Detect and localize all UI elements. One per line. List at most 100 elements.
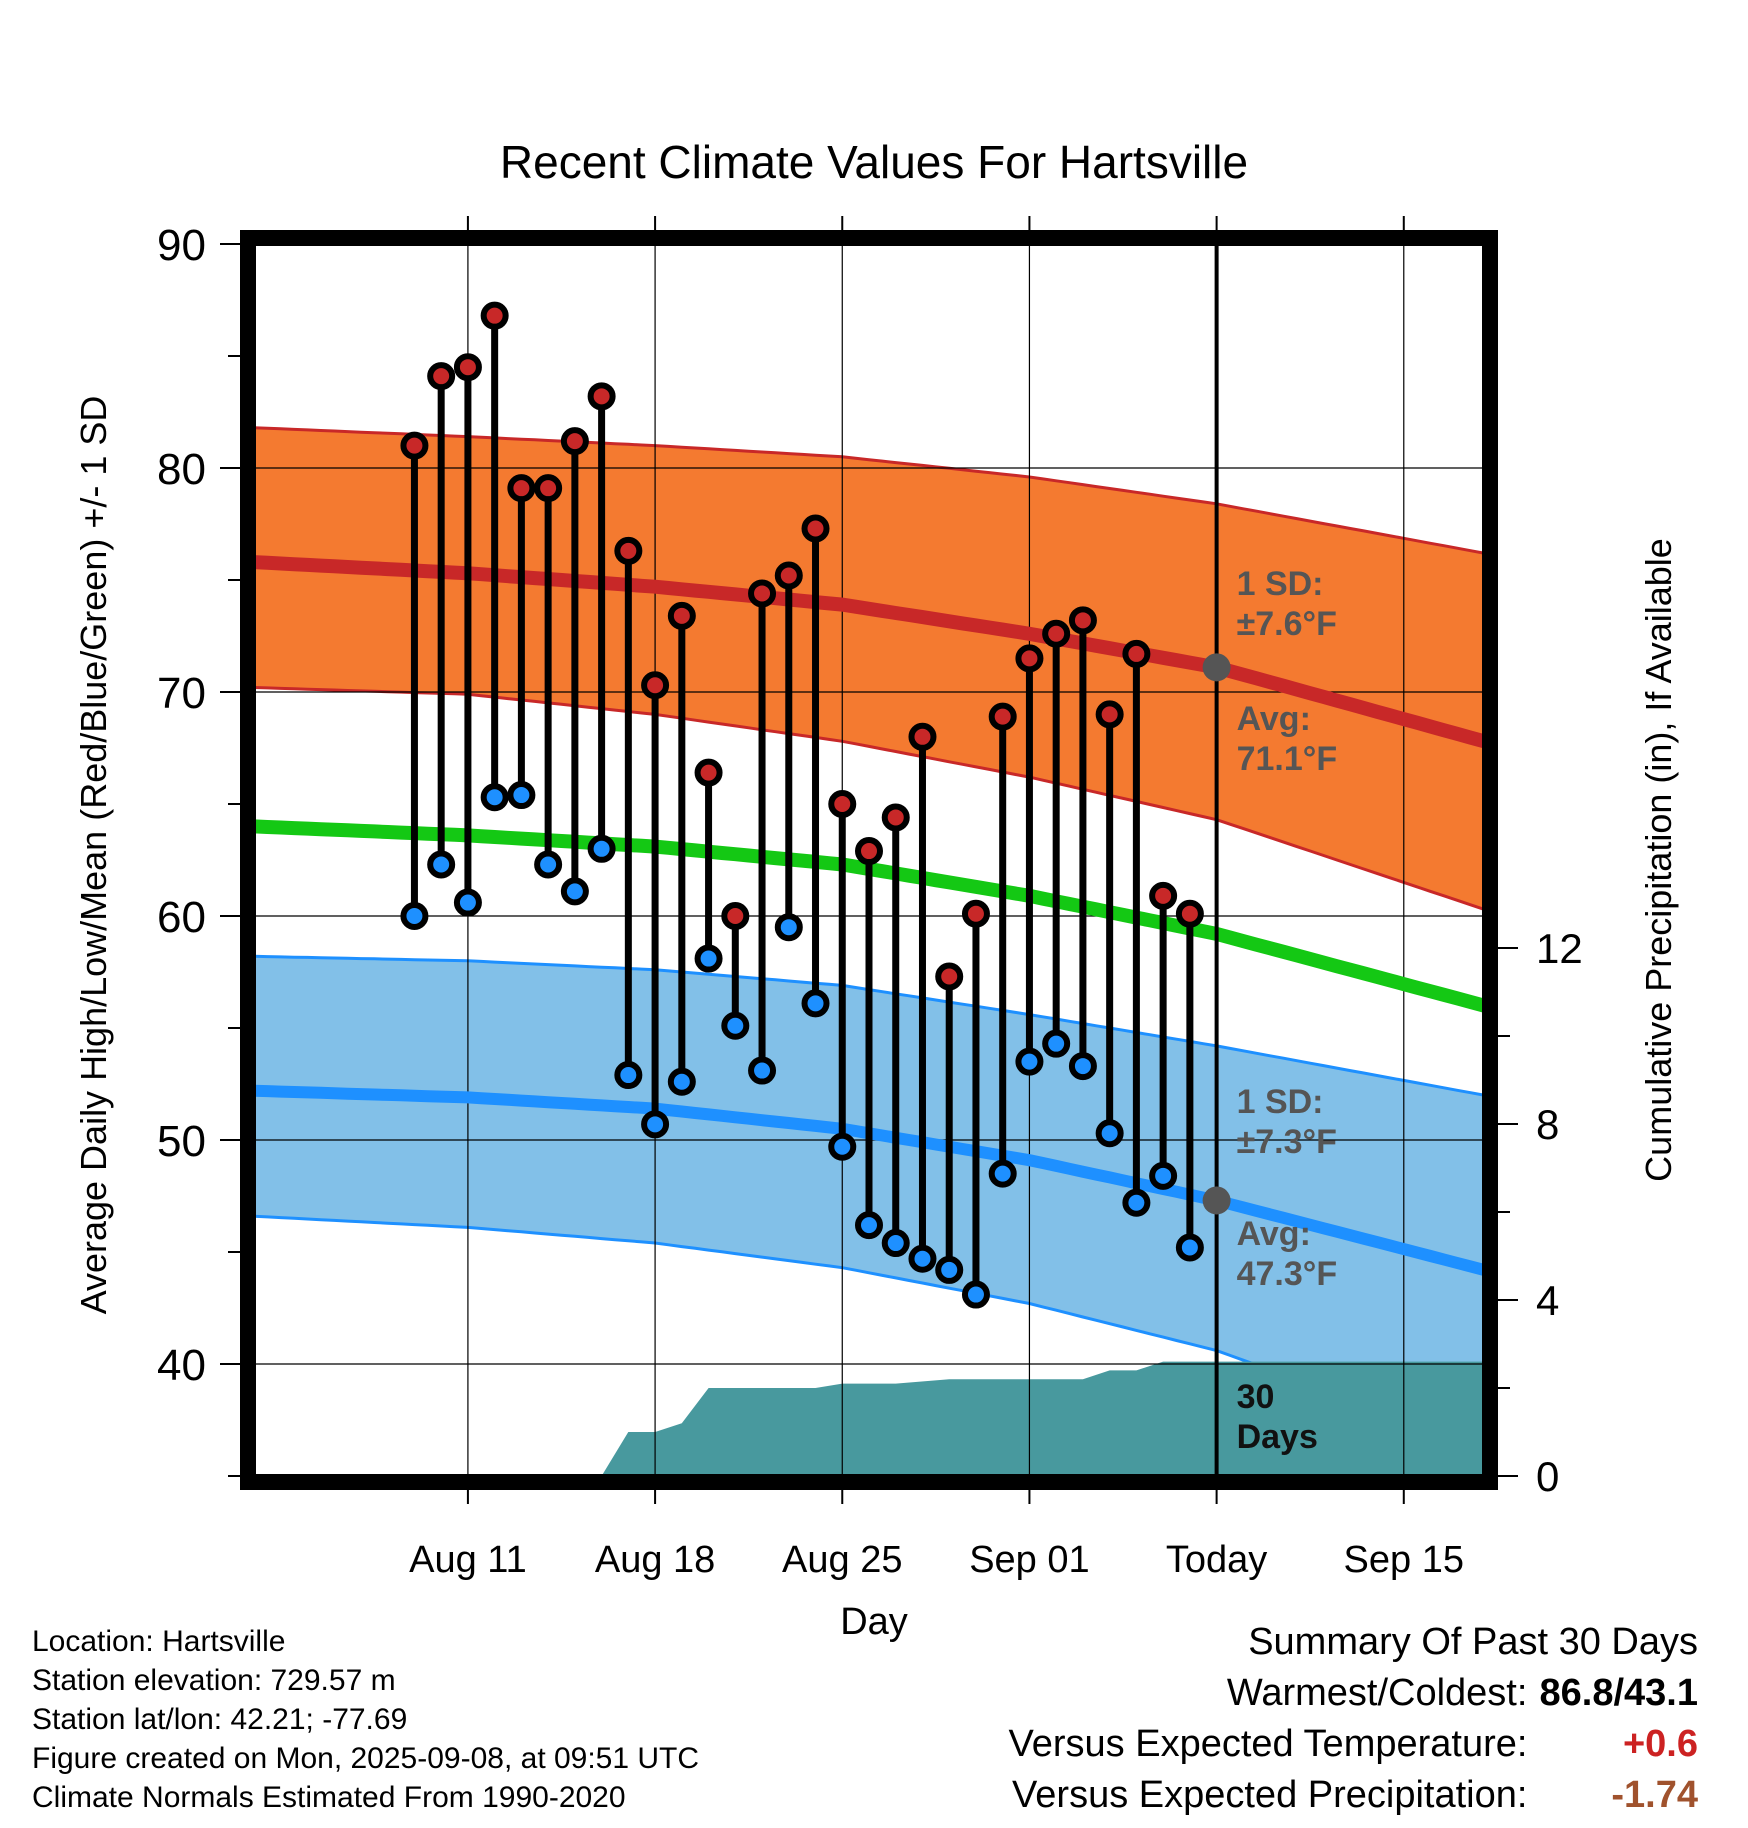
summary-title: Summary Of Past 30 Days (1248, 1621, 1698, 1663)
summary-warmest-value: 86.8/43.1 (1539, 1672, 1698, 1714)
elevation-text: Station elevation: 729.57 m (32, 1664, 396, 1697)
low-temp-point (614, 1061, 643, 1090)
created-text: Figure created on Mon, 2025-09-08, at 09… (32, 1742, 700, 1775)
low-temp-point (801, 989, 830, 1018)
high-temp-point (400, 431, 429, 460)
high-temp-point (1095, 700, 1124, 729)
high-temp-point (587, 382, 616, 411)
low-temp-point (748, 1056, 777, 1085)
high-temp-point (694, 758, 723, 787)
low-sd-label-line: 1 SD: (1237, 1083, 1324, 1121)
summary-precip-label: Versus Expected Precipitation: (1012, 1774, 1528, 1816)
high-temp-point (560, 427, 589, 456)
low-temp-point (641, 1110, 670, 1139)
low-temp-point (1095, 1119, 1124, 1148)
x-tick-label: Sep 01 (969, 1539, 1089, 1581)
x-tick-label: Sep 15 (1344, 1539, 1464, 1581)
high-temp-point (1042, 619, 1071, 648)
y-axis-label: Average Daily High/Low/Mean (Red/Blue/Gr… (73, 396, 114, 1315)
low-temp-point (1122, 1188, 1151, 1217)
x-tick-label: Today (1166, 1539, 1267, 1581)
low-temp-point (667, 1067, 696, 1096)
high-temp-point (1122, 639, 1151, 668)
summary-warmest-label: Warmest/Coldest: (1226, 1672, 1528, 1714)
window-label-line: Days (1237, 1418, 1318, 1456)
summary-temp-label: Versus Expected Temperature: (1008, 1723, 1528, 1765)
high-temp-point (774, 561, 803, 590)
y2-axis-label: Cumulative Precipitation (in), If Availa… (1638, 538, 1679, 1182)
high-sd-label-line: 1 SD: (1237, 565, 1324, 603)
y-tick-label: 60 (157, 893, 206, 942)
y2-tick-label: 12 (1536, 925, 1583, 972)
y2-tick-label: 0 (1536, 1453, 1559, 1500)
summary-temp-row: Versus Expected Temperature: +0.6 (1009, 1719, 1698, 1770)
y2-tick-label: 8 (1536, 1101, 1559, 1148)
high-temp-point (908, 722, 937, 751)
y-tick-label: 80 (157, 445, 206, 494)
summary-precip-value: -1.74 (1611, 1774, 1698, 1816)
latlon-text: Station lat/lon: 42.21; -77.69 (32, 1703, 408, 1736)
low-temp-point (988, 1159, 1017, 1188)
high-temp-point (801, 514, 830, 543)
high-temp-point (453, 353, 482, 382)
high-temp-point (427, 362, 456, 391)
normals-text: Climate Normals Estimated From 1990-2020 (32, 1781, 626, 1814)
low-avg-label-line: 47.3°F (1237, 1255, 1338, 1293)
summary-panel: Summary Of Past 30 Days Warmest/Coldest:… (1009, 1617, 1698, 1821)
low-temp-point (480, 783, 509, 812)
low-temp-point (694, 944, 723, 973)
low-temp-point (427, 850, 456, 879)
high-temp-point (721, 902, 750, 930)
low-temp-point (961, 1280, 990, 1309)
x-tick-label: Aug 25 (782, 1539, 902, 1581)
station-metadata: Location: Hartsville Station elevation: … (32, 1622, 699, 1817)
high-temp-point (1175, 899, 1204, 928)
low-temp-point (881, 1229, 910, 1258)
high-temp-point (667, 601, 696, 630)
y-tick-label: 70 (157, 669, 206, 718)
high-temp-point (1149, 881, 1178, 910)
x-axis-label: Day (840, 1601, 908, 1643)
high-avg-label-line: Avg: (1237, 700, 1311, 738)
today-low-avg-marker (1202, 1186, 1231, 1215)
location-text: Location: Hartsville (32, 1625, 286, 1658)
low-temp-point (721, 1011, 750, 1040)
y-tick-label: 50 (157, 1117, 206, 1166)
low-temp-point (534, 850, 563, 879)
low-temp-point (453, 888, 482, 917)
chart-title: Recent Climate Values For Hartsville (500, 136, 1248, 188)
low-temp-point (560, 877, 589, 906)
high-temp-point (614, 536, 643, 565)
precip-area (254, 1361, 1484, 1476)
y2-tick-label: 4 (1536, 1277, 1559, 1324)
x-tick-label: Aug 18 (595, 1539, 715, 1581)
low-temp-point (1015, 1047, 1044, 1076)
high-temp-point (961, 899, 990, 928)
high-temp-point (748, 579, 777, 608)
low-temp-point (587, 834, 616, 863)
high-temp-point (935, 962, 964, 991)
normal-high-line (254, 555, 1484, 749)
high-temp-point (480, 301, 509, 330)
low-sd-label-line: ±7.3°F (1237, 1123, 1337, 1161)
low-temp-point (1042, 1029, 1071, 1058)
x-tick-label: Aug 11 (409, 1539, 527, 1581)
high-temp-point (507, 474, 536, 503)
high-sd-band-lower-edge (254, 686, 1484, 911)
low-temp-point (828, 1132, 857, 1161)
low-temp-point (400, 902, 429, 930)
low-temp-point (908, 1244, 937, 1273)
y-tick-label: 90 (157, 221, 206, 270)
window-label-line: 30 (1237, 1378, 1275, 1416)
high-sd-band (254, 427, 1484, 910)
high-sd-band-upper-edge (254, 426, 1484, 555)
high-temp-point (988, 702, 1017, 731)
high-temp-point (534, 474, 563, 503)
high-temp-point (828, 790, 857, 818)
high-temp-point (1068, 606, 1097, 635)
summary-temp-value: +0.6 (1622, 1723, 1698, 1765)
summary-precip-row: Versus Expected Precipitation: -1.74 (1009, 1770, 1698, 1821)
low-avg-label-line: Avg: (1237, 1215, 1311, 1253)
